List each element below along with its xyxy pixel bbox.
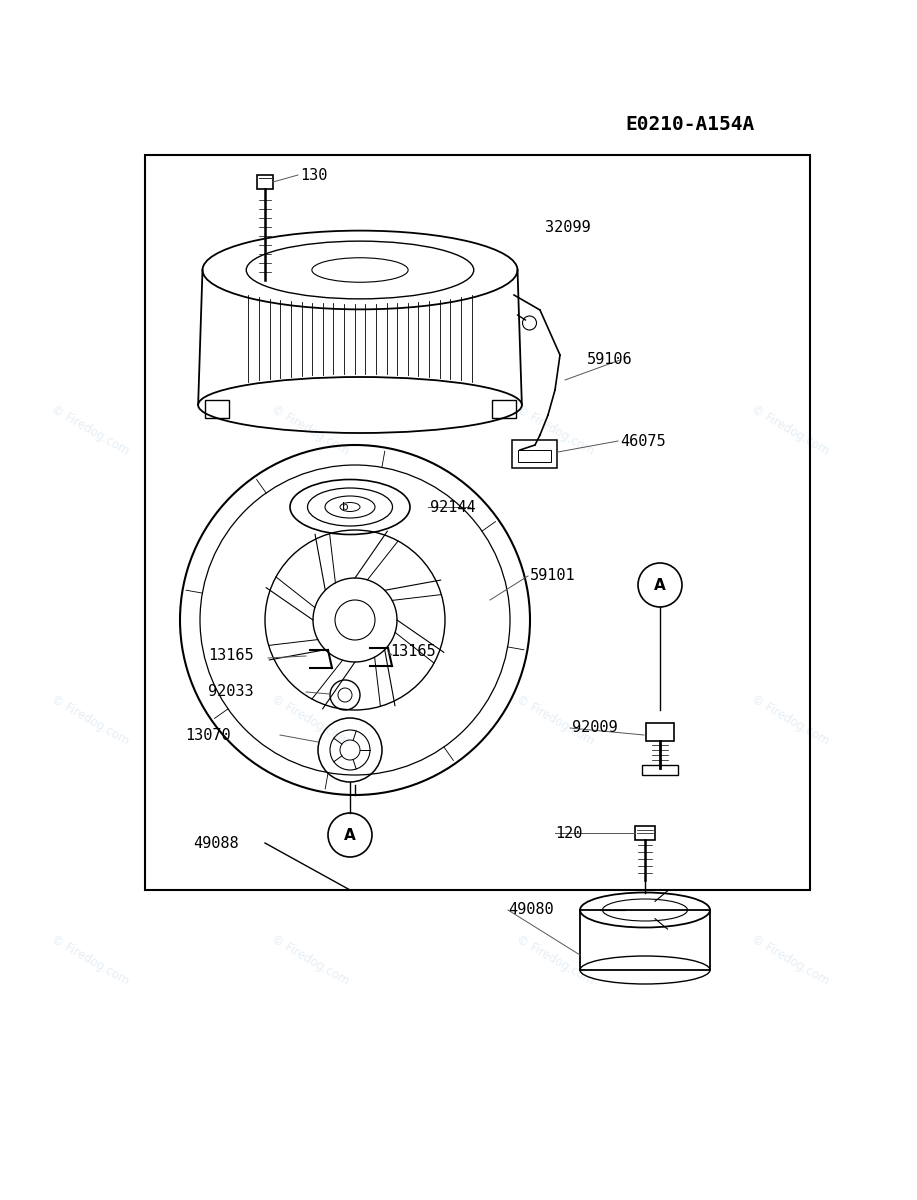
Text: 13070: 13070 [185,727,230,743]
Text: © Firedog.com: © Firedog.com [269,402,351,457]
Text: © Firedog.com: © Firedog.com [49,692,131,748]
Text: 49088: 49088 [193,835,238,851]
Bar [257,175,273,188]
Text: 59101: 59101 [530,569,576,583]
Text: E0210-A154A: E0210-A154A [625,115,755,134]
Bar [204,400,228,418]
Text: b: b [342,502,348,512]
Text: 49080: 49080 [508,902,554,918]
Text: © Firedog.com: © Firedog.com [49,402,131,457]
Bar [145,155,810,890]
Bar [580,910,710,970]
Text: 120: 120 [555,826,582,840]
Text: 130: 130 [300,168,327,182]
Text: 92009: 92009 [572,720,618,736]
Text: © Firedog.com: © Firedog.com [514,402,596,457]
Bar [512,440,557,468]
Text: 13165: 13165 [390,644,436,660]
Text: © Firedog.com: © Firedog.com [49,932,131,988]
Text: 13165: 13165 [208,648,254,664]
Bar [635,826,655,840]
Bar [646,722,674,740]
Text: © Firedog.com: © Firedog.com [749,402,831,457]
Text: © Firedog.com: © Firedog.com [269,692,351,748]
Text: 92144: 92144 [430,499,476,515]
Bar [492,400,515,418]
Text: 92033: 92033 [208,684,254,700]
Text: 32099: 32099 [545,221,591,235]
Text: 46075: 46075 [620,433,666,449]
Text: © Firedog.com: © Firedog.com [269,932,351,988]
Text: 59106: 59106 [587,353,633,367]
Text: © Firedog.com: © Firedog.com [514,692,596,748]
Text: © Firedog.com: © Firedog.com [749,932,831,988]
Text: © Firedog.com: © Firedog.com [514,932,596,988]
Text: © Firedog.com: © Firedog.com [749,692,831,748]
Bar [518,450,551,462]
Text: A: A [654,577,666,593]
Text: A: A [344,828,356,842]
Bar [642,766,678,775]
